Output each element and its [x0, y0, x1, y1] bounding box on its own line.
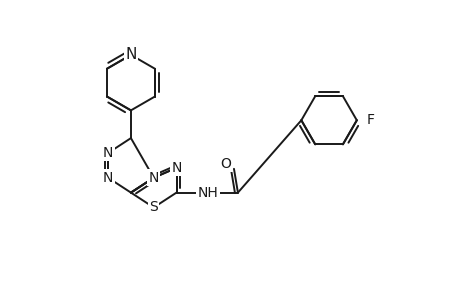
Text: N: N	[103, 146, 113, 160]
Text: N: N	[171, 161, 181, 175]
Text: N: N	[148, 171, 158, 185]
Text: NH: NH	[197, 186, 218, 200]
Text: N: N	[125, 47, 136, 62]
Text: S: S	[149, 200, 158, 214]
Text: O: O	[220, 157, 231, 171]
Text: N: N	[103, 171, 113, 185]
Text: F: F	[366, 113, 374, 127]
